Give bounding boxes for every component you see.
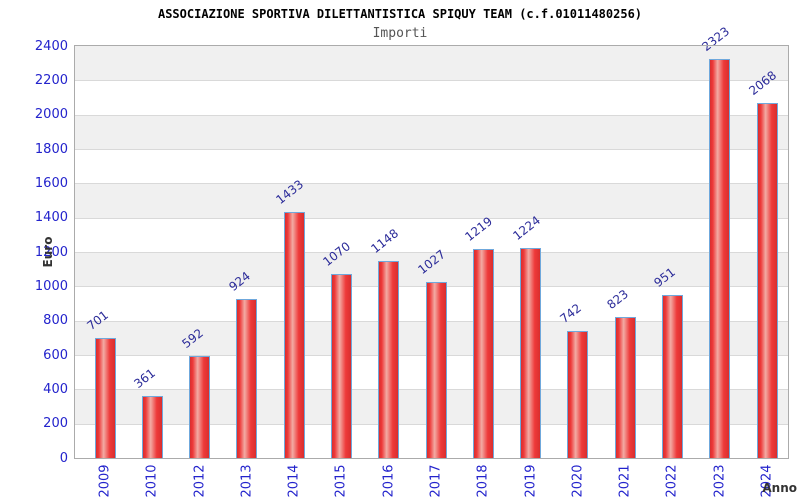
background-band [75, 217, 788, 252]
chart-subtitle: Importi [372, 26, 428, 41]
x-tick-label: 2010 [144, 464, 160, 498]
bar [567, 330, 589, 458]
bar [378, 260, 400, 458]
gridline [75, 80, 788, 82]
background-band [75, 46, 788, 81]
x-tick-label: 2017 [428, 464, 444, 498]
gridline [75, 149, 788, 150]
y-axis-title: Euro [41, 236, 55, 268]
gridline [75, 114, 788, 116]
x-tick-label: 2016 [381, 464, 397, 498]
bar [189, 356, 211, 458]
background-band [75, 149, 788, 184]
x-tick-label: 2014 [286, 464, 302, 498]
y-tick-label: 1600 [34, 175, 68, 191]
x-tick-label: 2012 [192, 464, 208, 498]
bar [94, 337, 116, 458]
x-tick-label: 2018 [475, 464, 491, 498]
bar [661, 294, 683, 458]
x-tick-label: 2023 [712, 464, 728, 498]
x-tick-label: 2009 [97, 464, 113, 498]
y-tick-label: 800 [43, 313, 68, 329]
x-tick-label: 2019 [523, 464, 539, 498]
y-tick-label: 1400 [34, 210, 68, 226]
y-tick-label: 1200 [34, 244, 68, 260]
x-axis-title: Anno [762, 481, 797, 495]
bar [756, 103, 778, 458]
bar [330, 274, 352, 458]
x-tick-label: 2020 [570, 464, 586, 498]
bar [614, 316, 636, 458]
bar [236, 299, 258, 458]
y-tick-label: 600 [43, 347, 68, 363]
bar [425, 281, 447, 458]
bar [709, 59, 731, 458]
y-tick-label: 2200 [34, 72, 68, 88]
background-band [75, 183, 788, 218]
y-tick-label: 0 [59, 450, 68, 466]
background-band [75, 252, 788, 287]
chart-title: ASSOCIAZIONE SPORTIVA DILETTANTISTICA SP… [157, 7, 643, 21]
y-tick-label: 400 [43, 381, 68, 397]
y-tick-label: 1800 [34, 141, 68, 157]
bar [283, 212, 305, 458]
x-tick-label: 2015 [333, 464, 349, 498]
gridline [75, 183, 788, 185]
gridline [75, 252, 788, 253]
background-band [75, 80, 788, 115]
gridline [75, 217, 788, 219]
y-tick-label: 2000 [34, 107, 68, 123]
bar [472, 248, 494, 458]
y-tick-label: 200 [43, 416, 68, 432]
bar [141, 396, 163, 458]
x-tick-label: 2022 [664, 464, 680, 498]
bar [520, 247, 542, 458]
plot-area: 701 361 592 924 1433 1070 1148 1027 1219 1224 742 8… [74, 24, 789, 459]
y-tick-label: 1000 [34, 278, 68, 294]
x-tick-label: 2013 [239, 464, 255, 498]
y-tick-label: 2400 [34, 38, 68, 54]
x-tick-label: 2021 [617, 464, 633, 498]
background-band [75, 114, 788, 149]
